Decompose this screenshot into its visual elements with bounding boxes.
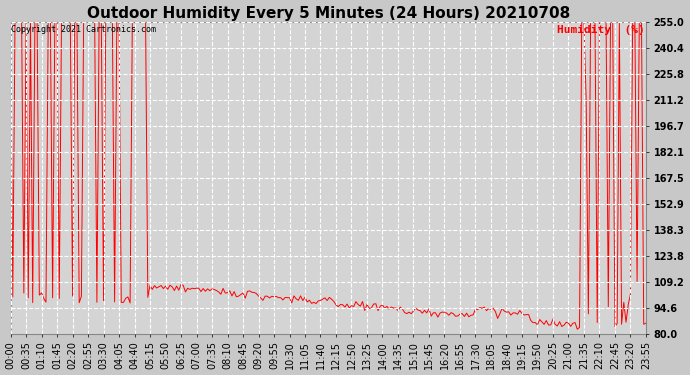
Text: Copyright 2021 Cartronics.com: Copyright 2021 Cartronics.com <box>11 25 156 34</box>
Title: Outdoor Humidity Every 5 Minutes (24 Hours) 20210708: Outdoor Humidity Every 5 Minutes (24 Hou… <box>87 6 570 21</box>
Text: Humidity  (%): Humidity (%) <box>557 25 644 35</box>
